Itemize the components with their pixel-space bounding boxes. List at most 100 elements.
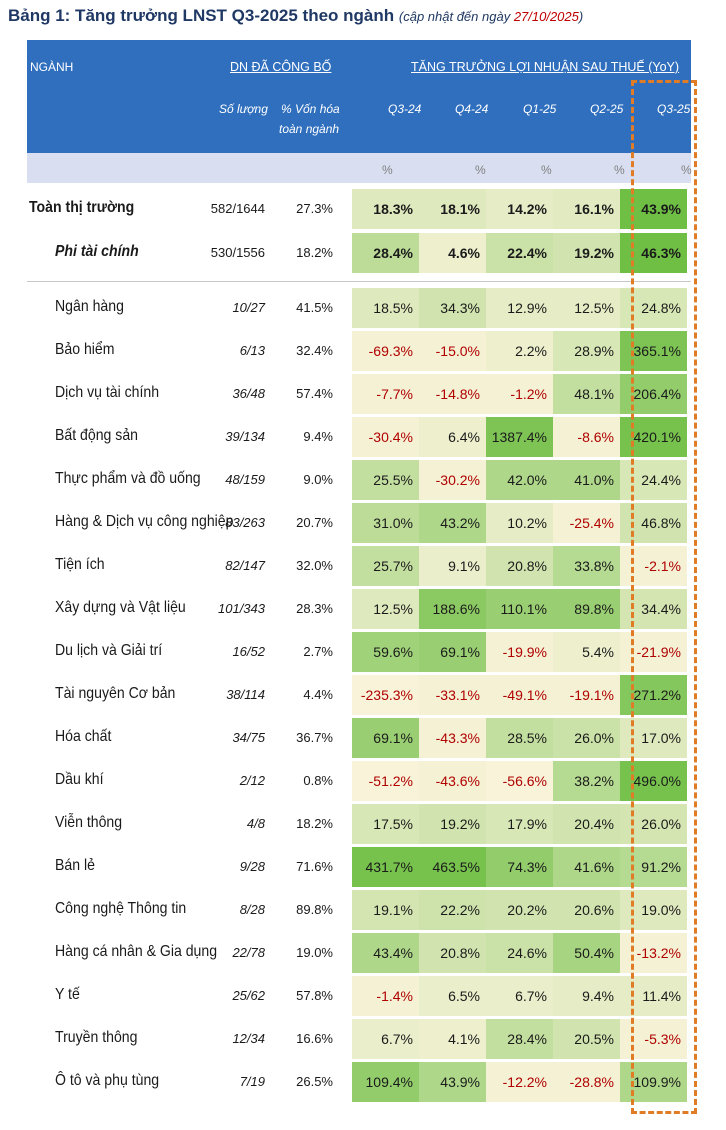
- row-label: Toàn thị trường: [29, 199, 135, 216]
- growth-cell: 34.3%: [419, 288, 486, 328]
- growth-cell: 18.3%: [352, 189, 419, 229]
- growth-cell: -49.1%: [486, 675, 553, 715]
- growth-cell: -25.4%: [553, 503, 620, 543]
- row-label: Ô tô và phụ tùng: [55, 1072, 160, 1089]
- company-count: 83/263: [225, 515, 265, 530]
- company-count: 4/8: [246, 816, 265, 831]
- growth-cell: 28.4%: [352, 233, 419, 273]
- company-count: 25/62: [232, 988, 265, 1003]
- growth-cell: 89.8%: [553, 589, 620, 629]
- growth-cell: -28.8%: [553, 1062, 620, 1102]
- row-label: Dịch vụ tài chính: [55, 384, 160, 401]
- col-q3-25: Q3-25: [657, 102, 691, 116]
- row-label: Hóa chất: [55, 728, 112, 745]
- growth-cell: 4.1%: [419, 1019, 486, 1059]
- q3-25-highlight-box: [631, 80, 697, 1114]
- company-count: 9/28: [239, 859, 265, 874]
- col-count: Số lượng: [219, 102, 268, 116]
- col-q3-24: Q3-24: [388, 102, 422, 116]
- growth-cell: 12.5%: [553, 288, 620, 328]
- market-cap-share: 16.6%: [296, 1031, 333, 1046]
- growth-cell: -43.3%: [419, 718, 486, 758]
- row-label: Phi tài chính: [55, 243, 139, 260]
- unit-label: %: [475, 163, 486, 177]
- unit-label: %: [382, 163, 393, 177]
- market-cap-share: 9.4%: [303, 429, 333, 444]
- col-q2-25: Q2-25: [590, 102, 624, 116]
- company-count: 7/19: [239, 1074, 265, 1089]
- growth-cell: 431.7%: [352, 847, 419, 887]
- company-count: 101/343: [218, 601, 265, 616]
- col-cap-2: toàn ngành: [279, 122, 340, 136]
- growth-cell: 4.6%: [419, 233, 486, 273]
- growth-cell: -69.3%: [352, 331, 419, 371]
- growth-cell: 2.2%: [486, 331, 553, 371]
- unit-row: % % % % %: [27, 153, 692, 183]
- growth-cell: 188.6%: [419, 589, 486, 629]
- growth-cell: 19.2%: [419, 804, 486, 844]
- company-count: 6/13: [239, 343, 265, 358]
- company-count: 16/52: [232, 644, 265, 659]
- growth-cell: 28.4%: [486, 1019, 553, 1059]
- growth-cell: 10.2%: [486, 503, 553, 543]
- growth-cell: -19.1%: [553, 675, 620, 715]
- growth-cell: 20.2%: [486, 890, 553, 930]
- market-cap-share: 18.2%: [296, 816, 333, 831]
- growth-cell: 16.1%: [553, 189, 620, 229]
- growth-cell: 26.0%: [553, 718, 620, 758]
- row-label: Ngân hàng: [55, 298, 124, 315]
- market-cap-share: 27.3%: [296, 201, 333, 216]
- growth-cell: 109.4%: [352, 1062, 419, 1102]
- growth-cell: 20.8%: [419, 933, 486, 973]
- growth-cell: 69.1%: [352, 718, 419, 758]
- row-label: Viễn thông: [55, 814, 123, 831]
- growth-cell: 33.8%: [553, 546, 620, 586]
- growth-cell: -51.2%: [352, 761, 419, 801]
- growth-cell: -7.7%: [352, 374, 419, 414]
- company-count: 34/75: [232, 730, 265, 745]
- market-cap-share: 4.4%: [303, 687, 333, 702]
- table-title: Bảng 1: Tăng trưởng LNST Q3-2025 theo ng…: [8, 6, 583, 26]
- growth-cell: 41.0%: [553, 460, 620, 500]
- growth-cell: 48.1%: [553, 374, 620, 414]
- growth-cell: 6.7%: [352, 1019, 419, 1059]
- col-q4-24: Q4-24: [455, 102, 489, 116]
- growth-cell: 42.0%: [486, 460, 553, 500]
- growth-cell: 5.4%: [553, 632, 620, 672]
- growth-cell: 22.4%: [486, 233, 553, 273]
- growth-cell: 25.5%: [352, 460, 419, 500]
- company-count: 12/34: [232, 1031, 265, 1046]
- growth-cell: 43.9%: [419, 1062, 486, 1102]
- growth-cell: -33.1%: [419, 675, 486, 715]
- company-count: 8/28: [239, 902, 265, 917]
- growth-cell: -14.8%: [419, 374, 486, 414]
- growth-cell: 6.5%: [419, 976, 486, 1016]
- col-cap-1: % Vốn hóa: [281, 102, 340, 116]
- market-cap-share: 32.0%: [296, 558, 333, 573]
- market-cap-share: 71.6%: [296, 859, 333, 874]
- row-label: Tiện ích: [55, 556, 105, 573]
- title-note: (cập nhật đến ngày 27/10/2025): [398, 9, 584, 24]
- growth-cell: -1.4%: [352, 976, 419, 1016]
- growth-cell: 18.5%: [352, 288, 419, 328]
- growth-cell: 28.5%: [486, 718, 553, 758]
- unit-label: %: [541, 163, 552, 177]
- market-cap-share: 89.8%: [296, 902, 333, 917]
- market-cap-share: 57.8%: [296, 988, 333, 1003]
- growth-cell: 20.6%: [553, 890, 620, 930]
- growth-cell: 59.6%: [352, 632, 419, 672]
- growth-cell: 50.4%: [553, 933, 620, 973]
- growth-cell: -30.4%: [352, 417, 419, 457]
- growth-cell: 24.6%: [486, 933, 553, 973]
- growth-cell: 6.4%: [419, 417, 486, 457]
- growth-cell: 20.5%: [553, 1019, 620, 1059]
- unit-label: %: [614, 163, 625, 177]
- growth-cell: 17.5%: [352, 804, 419, 844]
- row-label: Xây dựng và Vật liệu: [55, 599, 186, 616]
- row-label: Du lịch và Giải trí: [55, 642, 163, 659]
- row-label: Bảo hiểm: [55, 341, 115, 358]
- growth-cell: 17.9%: [486, 804, 553, 844]
- unit-label: %: [681, 163, 692, 177]
- growth-cell: 20.4%: [553, 804, 620, 844]
- growth-cell: 69.1%: [419, 632, 486, 672]
